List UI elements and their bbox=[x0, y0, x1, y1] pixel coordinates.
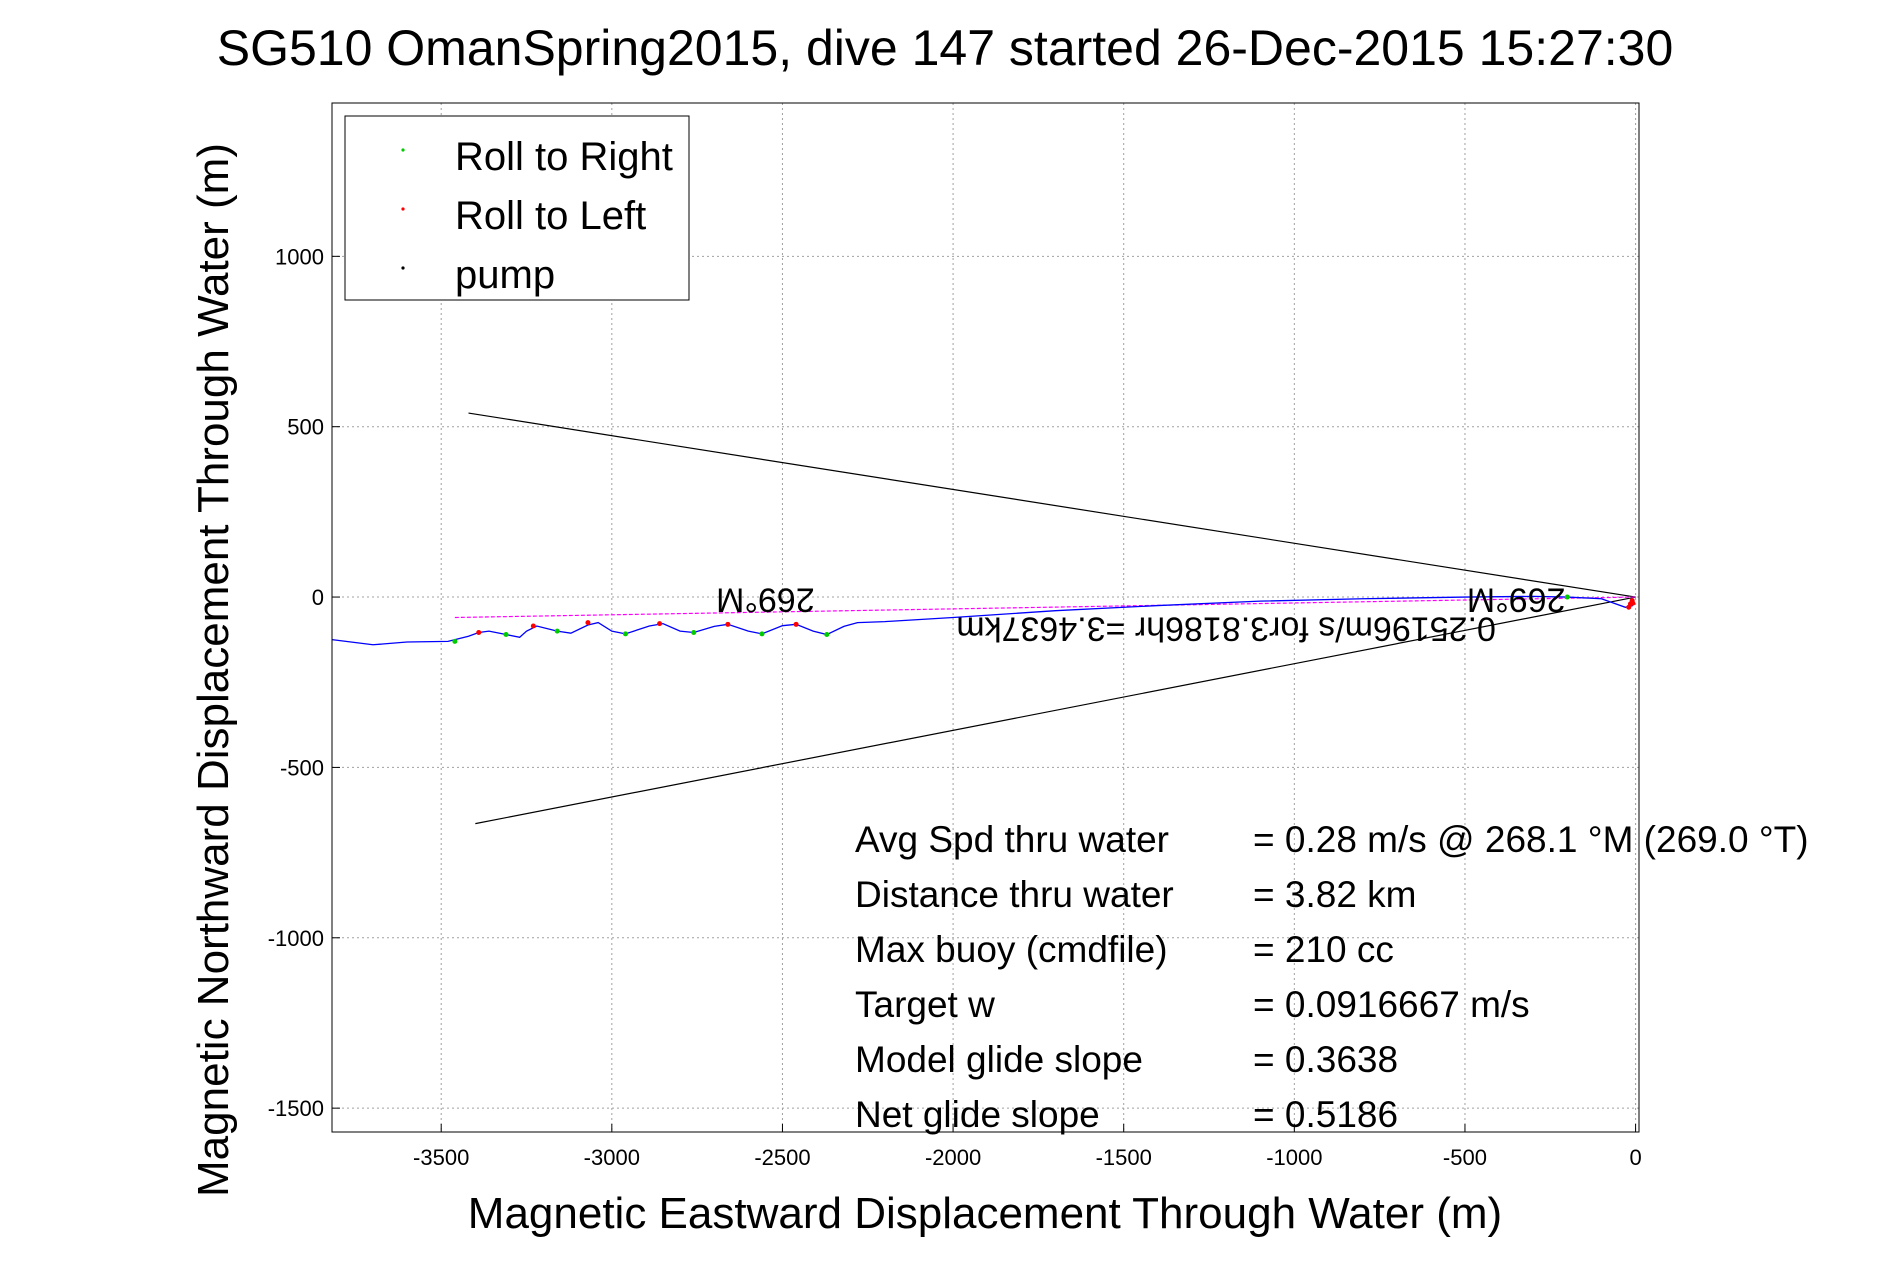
x-tick-label: -3000 bbox=[584, 1145, 640, 1170]
x-tick-label: -1500 bbox=[1096, 1145, 1152, 1170]
x-tick-labels: -3500 -3000 -2500 -2000 -1500 -1000 -500 0 bbox=[413, 1124, 1642, 1170]
roll-left-point bbox=[725, 621, 731, 627]
legend-marker-roll-right bbox=[401, 148, 405, 152]
roll-left-point bbox=[530, 623, 536, 629]
roll-right-point bbox=[691, 629, 697, 635]
summary-label: Max buoy (cmdfile) bbox=[855, 929, 1168, 970]
legend-marker-pump bbox=[401, 266, 405, 270]
roll-right-point bbox=[452, 638, 458, 644]
legend-marker-roll-left bbox=[401, 207, 405, 211]
y-tick-label: -500 bbox=[280, 755, 324, 780]
cone-line bbox=[468, 412, 1636, 598]
summary-label: Avg Spd thru water bbox=[855, 819, 1169, 860]
roll-right-point bbox=[824, 632, 830, 638]
cone-line bbox=[475, 596, 1636, 825]
heading-annotation: 269°M bbox=[1467, 581, 1566, 619]
legend-label-pump: pump bbox=[455, 253, 555, 297]
plot-frame bbox=[331, 102, 1640, 1133]
summary-value: = 0.0916667 m/s bbox=[1253, 984, 1530, 1025]
roll-right-point bbox=[1564, 594, 1570, 600]
x-axis-label: Magnetic Eastward Displacement Through W… bbox=[468, 1189, 1502, 1238]
y-tick-label: -1000 bbox=[268, 926, 324, 951]
roll-left-point bbox=[585, 620, 591, 626]
y-tick-labels: 1000 500 0 -500 -1000 -1500 bbox=[268, 244, 340, 1121]
roll-left-point bbox=[657, 621, 663, 627]
roll-right-point bbox=[503, 632, 509, 638]
roll-right-point bbox=[622, 631, 628, 637]
roll-left-point bbox=[476, 629, 482, 635]
y-tick-label: 1000 bbox=[275, 244, 324, 269]
summary-label: Distance thru water bbox=[855, 874, 1174, 915]
roll-right-point bbox=[554, 628, 560, 634]
legend: Roll to Right Roll to Left pump bbox=[344, 115, 690, 301]
y-tick-label: 0 bbox=[312, 585, 324, 610]
summary-label: Model glide slope bbox=[855, 1039, 1143, 1080]
average-heading-line-segment bbox=[454, 596, 1636, 619]
summary-value: = 3.82 km bbox=[1253, 874, 1417, 915]
y-tick-label: -1500 bbox=[268, 1096, 324, 1121]
summary-value: = 210 cc bbox=[1253, 929, 1394, 970]
roll-left-point bbox=[793, 621, 799, 627]
x-tick-label: -2500 bbox=[754, 1145, 810, 1170]
cone-lines bbox=[468, 412, 1636, 825]
x-tick-label: -1000 bbox=[1266, 1145, 1322, 1170]
summary-label: Net glide slope bbox=[855, 1094, 1100, 1135]
roll-right-point bbox=[759, 631, 765, 637]
legend-label-roll-left: Roll to Left bbox=[455, 194, 646, 238]
y-tick-label: 500 bbox=[287, 415, 324, 440]
heading-annotation: 269°M bbox=[716, 581, 815, 619]
dive-summary: Avg Spd thru water = 0.28 m/s @ 268.1 °M … bbox=[855, 819, 1809, 1135]
summary-value: = 0.3638 bbox=[1253, 1039, 1398, 1080]
y-axis-label: Magnetic Northward Displacement Through … bbox=[189, 143, 238, 1197]
x-tick-label: -500 bbox=[1443, 1145, 1487, 1170]
x-tick-label: -2000 bbox=[925, 1145, 981, 1170]
summary-value: = 0.28 m/s @ 268.1 °M (269.0 °T) bbox=[1253, 819, 1809, 860]
x-tick-label: -3500 bbox=[413, 1145, 469, 1170]
summary-label: Target w bbox=[855, 984, 995, 1025]
summary-value: = 0.5186 bbox=[1253, 1094, 1398, 1135]
legend-label-roll-right: Roll to Right bbox=[455, 135, 673, 179]
x-tick-label: 0 bbox=[1629, 1145, 1641, 1170]
heading-annotation: 0.25196m/s for3.8186hr =3.4637km bbox=[956, 610, 1496, 648]
roll-left-point bbox=[1626, 604, 1632, 610]
roll-markers bbox=[452, 594, 1636, 644]
roll-left-point bbox=[1630, 600, 1636, 606]
annotations: 269°M 269°M0.25196m/s for3.8186hr =3.4637… bbox=[716, 581, 1565, 648]
chart-title: SG510 OmanSpring2015, dive 147 started 2… bbox=[217, 20, 1674, 76]
average-heading-line bbox=[454, 596, 1636, 619]
